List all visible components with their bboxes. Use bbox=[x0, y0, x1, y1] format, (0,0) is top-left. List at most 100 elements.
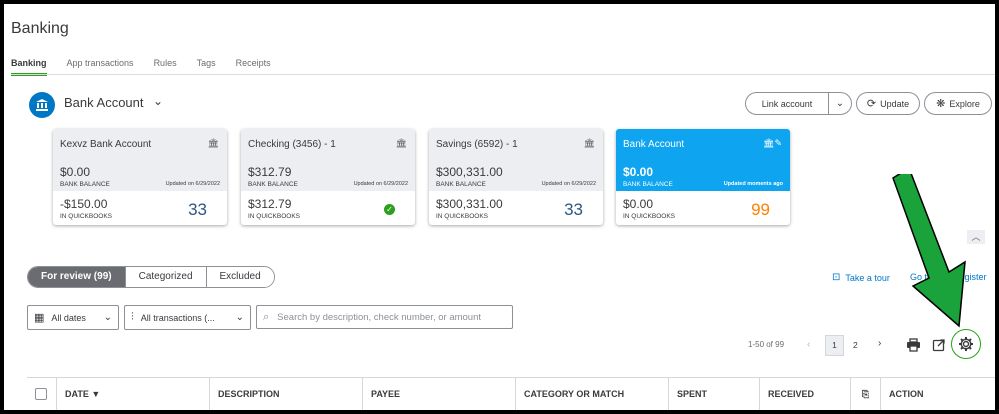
search-icon: ⌕ bbox=[263, 310, 270, 323]
tab-categorized[interactable]: Categorized bbox=[124, 267, 206, 287]
explore-label: Explore bbox=[949, 98, 980, 109]
link-account-label: Link account bbox=[761, 98, 813, 109]
transaction-filter-dropdown[interactable]: ⫶ All transactions (... ⌄ bbox=[124, 305, 251, 330]
tour-icon: ⊡ bbox=[832, 272, 841, 283]
button-divider bbox=[828, 93, 829, 114]
tab-for-review[interactable]: For review (99) bbox=[28, 267, 125, 287]
account-card-kexvz[interactable]: Kexvz Bank Account 🏛 $0.00 BANK BALANCE … bbox=[53, 129, 227, 225]
tab-rules[interactable]: Rules bbox=[153, 58, 177, 68]
search-input[interactable] bbox=[275, 310, 496, 324]
sliders-icon: ⫶ bbox=[131, 311, 134, 323]
table-settings-button[interactable] bbox=[951, 329, 981, 359]
annotation-arrow-icon bbox=[892, 174, 966, 328]
card-name: Savings (6592) - 1 bbox=[436, 139, 518, 150]
bank-icon bbox=[29, 92, 55, 118]
qb-balance-label: IN QUICKBOOKS bbox=[436, 213, 489, 220]
chevron-down-icon: ⌄ bbox=[103, 312, 112, 323]
bank-balance: $0.00 bbox=[60, 165, 91, 179]
column-description[interactable]: DESCRIPTION bbox=[210, 378, 363, 410]
tab-app-transactions[interactable]: App transactions bbox=[66, 58, 134, 68]
bank-edit-icon[interactable]: 🏛✎ bbox=[763, 138, 782, 148]
qb-balance: $312.79 bbox=[248, 197, 292, 211]
explore-button[interactable]: ❋ Explore bbox=[924, 92, 992, 115]
select-all-cell bbox=[27, 378, 57, 410]
pagination-range: 1-50 of 99 bbox=[748, 340, 785, 349]
column-category-or-match[interactable]: CATEGORY OR MATCH bbox=[516, 378, 669, 410]
page-2-button[interactable]: 2 bbox=[853, 340, 858, 350]
column-received[interactable]: RECEIVED bbox=[760, 378, 851, 410]
qb-balance: $300,331.00 bbox=[436, 197, 503, 211]
tabs-divider bbox=[11, 74, 995, 75]
search-box: ⌕ bbox=[256, 305, 513, 329]
review-segmented-control: For review (99) Categorized Excluded bbox=[27, 266, 275, 288]
card-top bbox=[429, 129, 603, 191]
select-all-checkbox[interactable] bbox=[35, 388, 47, 400]
bank-icon: 🏛 bbox=[583, 138, 595, 148]
bank-balance-label: BANK BALANCE bbox=[623, 181, 673, 188]
review-count: 33 bbox=[188, 200, 207, 219]
take-a-tour-link[interactable]: ⊡ Take a tour bbox=[832, 272, 890, 283]
tab-receipts[interactable]: Receipts bbox=[235, 58, 271, 68]
account-card-bank-account[interactable]: Bank Account 🏛✎ $0.00 BANK BALANCE Updat… bbox=[616, 129, 790, 225]
gear-icon bbox=[959, 337, 973, 351]
explore-icon: ❋ bbox=[936, 98, 946, 110]
date-filter-dropdown[interactable]: ▦ All dates ⌄ bbox=[27, 305, 119, 330]
qb-balance-label: IN QUICKBOOKS bbox=[60, 213, 113, 220]
page-1-button[interactable]: 1 bbox=[825, 335, 844, 356]
bank-balance: $300,331.00 bbox=[436, 165, 503, 179]
date-filter-value: All dates bbox=[51, 312, 86, 323]
bank-icon: 🏛 bbox=[207, 138, 219, 148]
tour-label: Take a tour bbox=[845, 272, 890, 283]
chevron-down-icon[interactable]: ⌄ bbox=[835, 98, 845, 109]
updated-text: Updated on 6/29/2022 bbox=[541, 181, 596, 187]
card-name: Kexvz Bank Account bbox=[60, 139, 152, 150]
card-top bbox=[241, 129, 415, 191]
bank-icon: 🏛 bbox=[395, 138, 407, 148]
card-name: Checking (3456) - 1 bbox=[248, 139, 336, 150]
next-page-icon[interactable]: › bbox=[878, 338, 882, 349]
updated-text: Updated on 6/29/2022 bbox=[165, 181, 220, 187]
paperclip-icon: ⎘ bbox=[851, 378, 881, 410]
tab-tags[interactable]: Tags bbox=[196, 58, 216, 68]
review-count: 33 bbox=[564, 200, 583, 219]
column-spent[interactable]: SPENT bbox=[669, 378, 760, 410]
update-button[interactable]: ⟳ Update bbox=[856, 92, 920, 115]
link-account-button[interactable]: Link account ⌄ bbox=[745, 92, 852, 115]
qb-balance: $0.00 bbox=[623, 197, 654, 211]
account-card-checking[interactable]: Checking (3456) - 1 🏛 $312.79 BANK BALAN… bbox=[241, 129, 415, 225]
review-count: 99 bbox=[751, 200, 770, 219]
column-payee[interactable]: PAYEE bbox=[363, 378, 516, 410]
export-icon[interactable] bbox=[930, 336, 948, 354]
calendar-icon: ▦ bbox=[34, 312, 45, 324]
card-top bbox=[616, 129, 790, 191]
card-top bbox=[53, 129, 227, 191]
chevron-down-icon[interactable]: ⌄ bbox=[153, 94, 164, 108]
tab-excluded[interactable]: Excluded bbox=[205, 267, 274, 287]
checkmark-icon: ✓ bbox=[384, 204, 395, 215]
collapse-cards-button[interactable]: ︿ bbox=[967, 230, 985, 244]
previous-page-icon[interactable]: ‹ bbox=[807, 339, 811, 350]
transaction-filter-value: All transactions (... bbox=[140, 312, 215, 323]
account-selector[interactable]: Bank Account bbox=[64, 95, 144, 110]
qb-balance: -$150.00 bbox=[60, 197, 108, 211]
print-icon[interactable] bbox=[904, 336, 922, 354]
updated-text: Updated moments ago bbox=[723, 181, 783, 187]
update-label: Update bbox=[880, 98, 910, 109]
table-header: DATE ▼ DESCRIPTION PAYEE CATEGORY OR MAT… bbox=[27, 377, 995, 410]
bank-balance: $312.79 bbox=[248, 165, 292, 179]
bank-balance-label: BANK BALANCE bbox=[60, 181, 110, 188]
page-title: Banking bbox=[11, 20, 69, 37]
app-frame: Banking Banking App transactions Rules T… bbox=[4, 4, 995, 410]
qb-balance-label: IN QUICKBOOKS bbox=[248, 213, 301, 220]
column-date[interactable]: DATE ▼ bbox=[57, 378, 210, 410]
refresh-icon: ⟳ bbox=[866, 98, 877, 110]
card-name: Bank Account bbox=[623, 139, 685, 150]
chevron-down-icon: ⌄ bbox=[235, 312, 244, 323]
account-card-savings[interactable]: Savings (6592) - 1 🏛 $300,331.00 BANK BA… bbox=[429, 129, 603, 225]
qb-balance-label: IN QUICKBOOKS bbox=[623, 213, 676, 220]
updated-text: Updated on 6/29/2022 bbox=[353, 181, 408, 187]
bank-balance-label: BANK BALANCE bbox=[436, 181, 486, 188]
bank-balance: $0.00 bbox=[623, 165, 654, 179]
column-action: ACTION bbox=[889, 389, 924, 399]
bank-balance-label: BANK BALANCE bbox=[248, 181, 298, 188]
